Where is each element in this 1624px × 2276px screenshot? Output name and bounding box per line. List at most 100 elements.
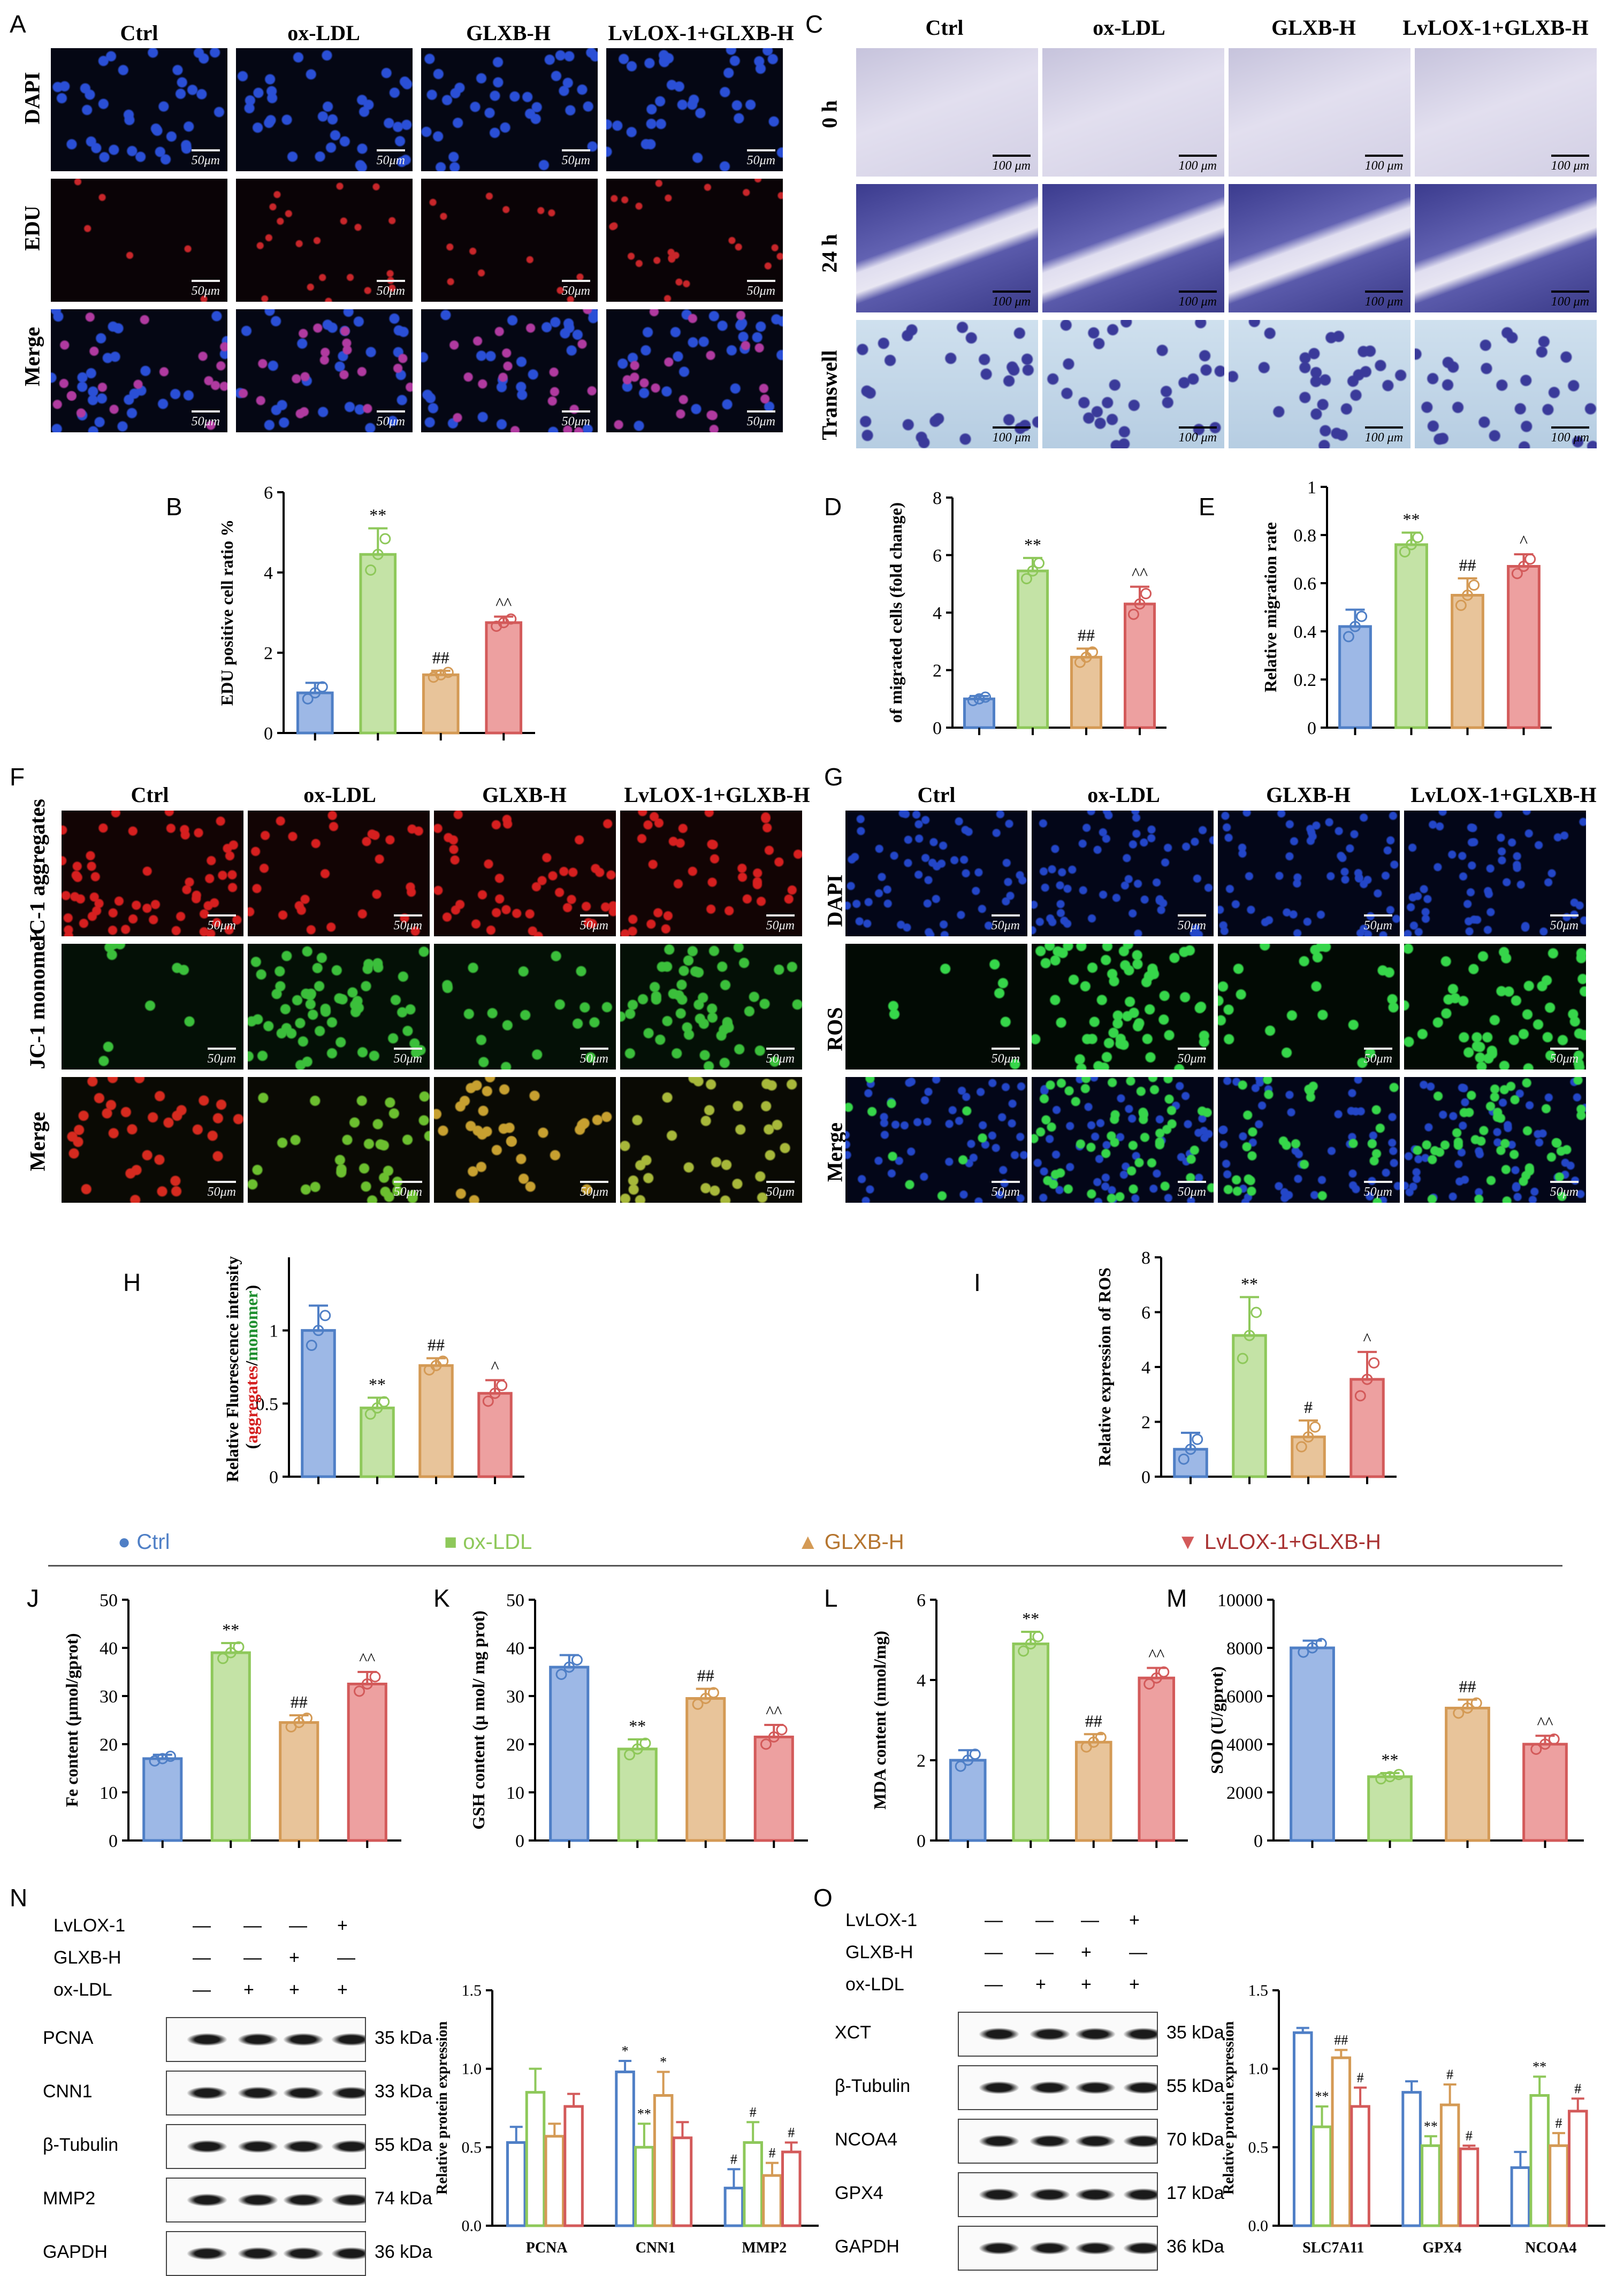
band-name: GAPDH bbox=[43, 2242, 108, 2262]
scale-bar: 100 μm bbox=[1364, 155, 1404, 173]
data-point bbox=[1406, 539, 1417, 551]
col-glxb-g: GLXB-H bbox=[1266, 783, 1351, 807]
y-axis-label: SOD (U/gprot) bbox=[1207, 1666, 1226, 1774]
micrograph-tile: 100 μm bbox=[1229, 320, 1410, 448]
data-point bbox=[1185, 1443, 1196, 1455]
data-point bbox=[1033, 557, 1045, 569]
micrograph-tile: 50μm bbox=[434, 811, 616, 936]
treatment-sign: + bbox=[289, 1980, 300, 2000]
panel-letter-e: E bbox=[1199, 493, 1215, 521]
data-point bbox=[1309, 1421, 1321, 1433]
y-axis-label: Fe content (μmol/gprot) bbox=[62, 1633, 81, 1807]
micrograph-tile: 50μm bbox=[421, 309, 598, 432]
scale-bar: 50μm bbox=[1550, 914, 1579, 933]
significance-mark: ## bbox=[1459, 1677, 1476, 1696]
panel-letter-j: J bbox=[27, 1584, 39, 1612]
y-axis-label: Relative protein expression bbox=[1221, 2021, 1237, 2195]
micrograph-tile: 50μm bbox=[1032, 811, 1214, 936]
band-name: PCNA bbox=[43, 2028, 94, 2048]
bar bbox=[1459, 2147, 1480, 2227]
y-tick-label: 0.5 bbox=[256, 1394, 279, 1414]
bar bbox=[1070, 655, 1102, 729]
bar bbox=[1290, 1646, 1335, 1842]
y-tick-label: 4 bbox=[264, 563, 273, 583]
panel-letter-k: K bbox=[433, 1584, 450, 1612]
y-tick-label: 0.2 bbox=[1294, 670, 1317, 690]
significance-mark: # bbox=[1446, 2067, 1453, 2082]
scale-bar: 100 μm bbox=[1364, 426, 1404, 445]
scale-bar: 50μm bbox=[1177, 1048, 1207, 1066]
scale-bar: 50μm bbox=[991, 914, 1020, 933]
scale-bar: 50μm bbox=[580, 1181, 609, 1199]
bar bbox=[1074, 1740, 1112, 1842]
treatment-sign: — bbox=[193, 1915, 211, 1936]
data-point bbox=[1524, 553, 1536, 565]
row-24h: 24 h bbox=[817, 234, 842, 273]
blot-strip bbox=[166, 2231, 366, 2276]
y-tick-label: 2 bbox=[917, 1751, 926, 1771]
data-point bbox=[1295, 1441, 1307, 1453]
treatment-sign: — bbox=[985, 1942, 1003, 1962]
scale-bar: 50μm bbox=[766, 1048, 795, 1066]
scale-bar: 100 μm bbox=[1178, 426, 1217, 445]
bar bbox=[485, 621, 523, 735]
data-point bbox=[1087, 646, 1099, 658]
col-glxb: GLXB-H bbox=[466, 21, 551, 45]
y-tick-label: 2 bbox=[1141, 1413, 1150, 1433]
treatment-sign: — bbox=[1035, 1942, 1054, 1962]
micrograph-tile: 50μm bbox=[1218, 1077, 1400, 1203]
data-point bbox=[1140, 588, 1152, 600]
scale-bar: 50μm bbox=[376, 410, 406, 429]
chart-d: 0 2 4 6 8 of migrated cells (fold change) ** ##… bbox=[886, 488, 1166, 738]
y-tick-label: 2000 bbox=[1226, 1783, 1263, 1803]
micrograph-tile: 100 μm bbox=[1229, 184, 1410, 312]
treatment-label: GLXB-H bbox=[845, 1942, 913, 1962]
scale-bar: 100 μm bbox=[1178, 155, 1217, 173]
data-point bbox=[1412, 532, 1424, 543]
scale-bar: 50μm bbox=[1363, 1048, 1393, 1066]
data-point bbox=[164, 1751, 176, 1762]
scale-bar: 50μm bbox=[1550, 1181, 1579, 1199]
scale-bar: 100 μm bbox=[992, 155, 1031, 173]
col-lvlox-g: LvLOX-1+GLXB-H bbox=[1410, 783, 1597, 807]
y-tick-label: 50 bbox=[100, 1591, 118, 1610]
micrograph-tile: 50μm bbox=[845, 1077, 1027, 1203]
data-point bbox=[1453, 1707, 1465, 1719]
bar bbox=[418, 1364, 454, 1478]
data-point bbox=[378, 1396, 390, 1408]
y-tick-label: 6 bbox=[1141, 1303, 1150, 1323]
micrograph-tile: 50μm bbox=[606, 48, 783, 171]
bar bbox=[506, 2141, 527, 2227]
significance-mark: ** bbox=[1382, 1750, 1399, 1769]
data-point bbox=[1244, 1330, 1255, 1341]
micrograph-tile: 50μm bbox=[236, 309, 413, 432]
micrograph-tile: 100 μm bbox=[1042, 48, 1224, 177]
y-tick-label: 4 bbox=[933, 604, 942, 623]
panel-letter-n: N bbox=[10, 1884, 28, 1912]
significance-mark: ^ bbox=[1520, 531, 1528, 551]
significance-mark: # bbox=[788, 2125, 795, 2141]
bar bbox=[1312, 2125, 1332, 2227]
data-point bbox=[1349, 621, 1361, 632]
data-point bbox=[157, 1753, 169, 1765]
bar bbox=[723, 2187, 744, 2227]
treatment-label: GLXB-H bbox=[54, 1947, 121, 1968]
data-point bbox=[442, 667, 454, 678]
data-point bbox=[1178, 1453, 1190, 1465]
micrograph-tile: 50μm bbox=[236, 48, 413, 171]
treatment-sign: + bbox=[1129, 1974, 1140, 1995]
bar bbox=[1401, 2091, 1422, 2227]
y-tick-label: 10 bbox=[100, 1783, 118, 1803]
data-point bbox=[319, 1310, 331, 1322]
significance-mark: ## bbox=[697, 1666, 714, 1685]
chart-o-quant: 0.0 0.5 1.0 1.5 Relative protein expression *… bbox=[1221, 1982, 1605, 2256]
y-axis-label: Relative Fluorescence intensity (aggrega… bbox=[223, 1252, 261, 1482]
treatment-sign: — bbox=[289, 1915, 307, 1936]
micrograph-tile: 50μm bbox=[620, 811, 802, 936]
treatment-sign: — bbox=[1035, 1910, 1054, 1930]
data-point bbox=[496, 1379, 508, 1391]
scale-bar: 50μm bbox=[746, 410, 776, 429]
bar bbox=[422, 673, 460, 735]
chart-l: 0 2 4 6 MDA content (nmol/mg) ** ## ^^ bbox=[870, 1591, 1188, 1851]
scale-bar: 50μm bbox=[1177, 1181, 1207, 1199]
